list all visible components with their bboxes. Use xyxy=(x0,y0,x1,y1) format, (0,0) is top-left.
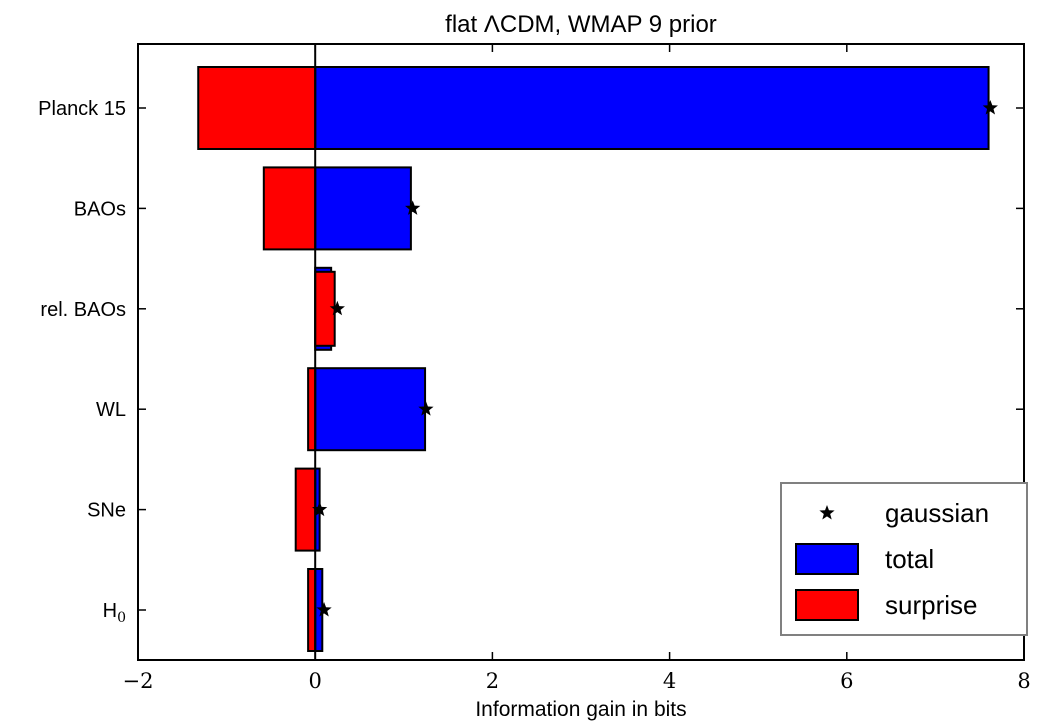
bar-total xyxy=(314,367,427,452)
y-tick-label: Planck 15 xyxy=(38,98,126,120)
x-tick-label: 0 xyxy=(309,669,322,693)
x-tick-label: −2 xyxy=(123,669,154,693)
x-tick-label: 6 xyxy=(840,669,853,693)
x-tick-label: 8 xyxy=(1017,669,1030,693)
gaussian-marker xyxy=(329,300,345,316)
bar-surprise xyxy=(307,367,317,452)
legend-label: surprise xyxy=(885,590,977,620)
gaussian-marker xyxy=(982,100,998,115)
chart-title: flat ΛCDM, WMAP 9 prior xyxy=(445,11,717,38)
legend-star-icon xyxy=(819,505,835,520)
legend-label: total xyxy=(885,544,934,574)
legend-swatch xyxy=(795,543,859,575)
x-tick-label: 2 xyxy=(486,669,499,693)
bar-surprise xyxy=(262,166,317,251)
legend-label: gaussian xyxy=(885,498,989,528)
x-axis-label: Information gain in bits xyxy=(475,698,686,721)
bar-total xyxy=(314,66,990,150)
gaussian-marker xyxy=(316,602,332,617)
y-tick-label: WL xyxy=(96,399,126,421)
y-tick-label: rel. BAOs xyxy=(40,299,126,321)
gaussian-marker xyxy=(418,401,434,416)
bar-surprise xyxy=(314,270,336,347)
bar-surprise xyxy=(307,568,317,652)
bar-surprise xyxy=(294,467,317,552)
y-tick-label: SNe xyxy=(87,500,126,522)
bar-surprise xyxy=(197,66,317,150)
x-tick-label: 4 xyxy=(663,669,676,693)
gaussian-marker xyxy=(405,200,421,215)
legend-swatch xyxy=(795,589,859,621)
y-tick-label: BAOs xyxy=(74,198,126,220)
gaussian-marker xyxy=(312,501,328,517)
plot-frame xyxy=(137,43,1025,661)
bar-total xyxy=(314,166,412,251)
y-tick-label: H0 xyxy=(103,600,126,626)
